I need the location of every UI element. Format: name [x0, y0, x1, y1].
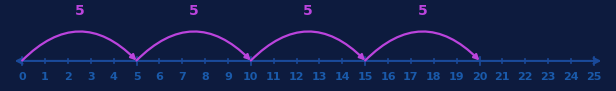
Text: 13: 13	[312, 72, 327, 82]
Text: 15: 15	[357, 72, 373, 82]
Text: 16: 16	[380, 72, 396, 82]
FancyArrowPatch shape	[251, 31, 363, 61]
Text: 19: 19	[449, 72, 464, 82]
Text: 18: 18	[426, 72, 442, 82]
Text: 12: 12	[289, 72, 304, 82]
Text: 5: 5	[303, 4, 313, 18]
Text: 23: 23	[540, 72, 556, 82]
Text: 5: 5	[75, 4, 84, 18]
Text: 24: 24	[563, 72, 579, 82]
Text: 6: 6	[155, 72, 163, 82]
Text: 5: 5	[418, 4, 428, 18]
Text: 17: 17	[403, 72, 419, 82]
FancyArrowPatch shape	[137, 31, 249, 61]
FancyArrowPatch shape	[365, 31, 478, 61]
Text: 9: 9	[224, 72, 232, 82]
Text: 8: 8	[201, 72, 209, 82]
Text: 4: 4	[110, 72, 118, 82]
Text: 2: 2	[64, 72, 72, 82]
Text: 5: 5	[132, 72, 140, 82]
Text: 25: 25	[586, 72, 601, 82]
Text: 3: 3	[87, 72, 95, 82]
Text: 0: 0	[18, 72, 26, 82]
Text: 21: 21	[495, 72, 510, 82]
Text: 20: 20	[472, 72, 487, 82]
FancyArrowPatch shape	[22, 31, 135, 61]
Text: 1: 1	[41, 72, 49, 82]
Text: 5: 5	[188, 4, 198, 18]
Text: 7: 7	[179, 72, 186, 82]
Text: 22: 22	[517, 72, 533, 82]
Text: 11: 11	[266, 72, 282, 82]
Text: 10: 10	[243, 72, 259, 82]
Text: 14: 14	[334, 72, 350, 82]
